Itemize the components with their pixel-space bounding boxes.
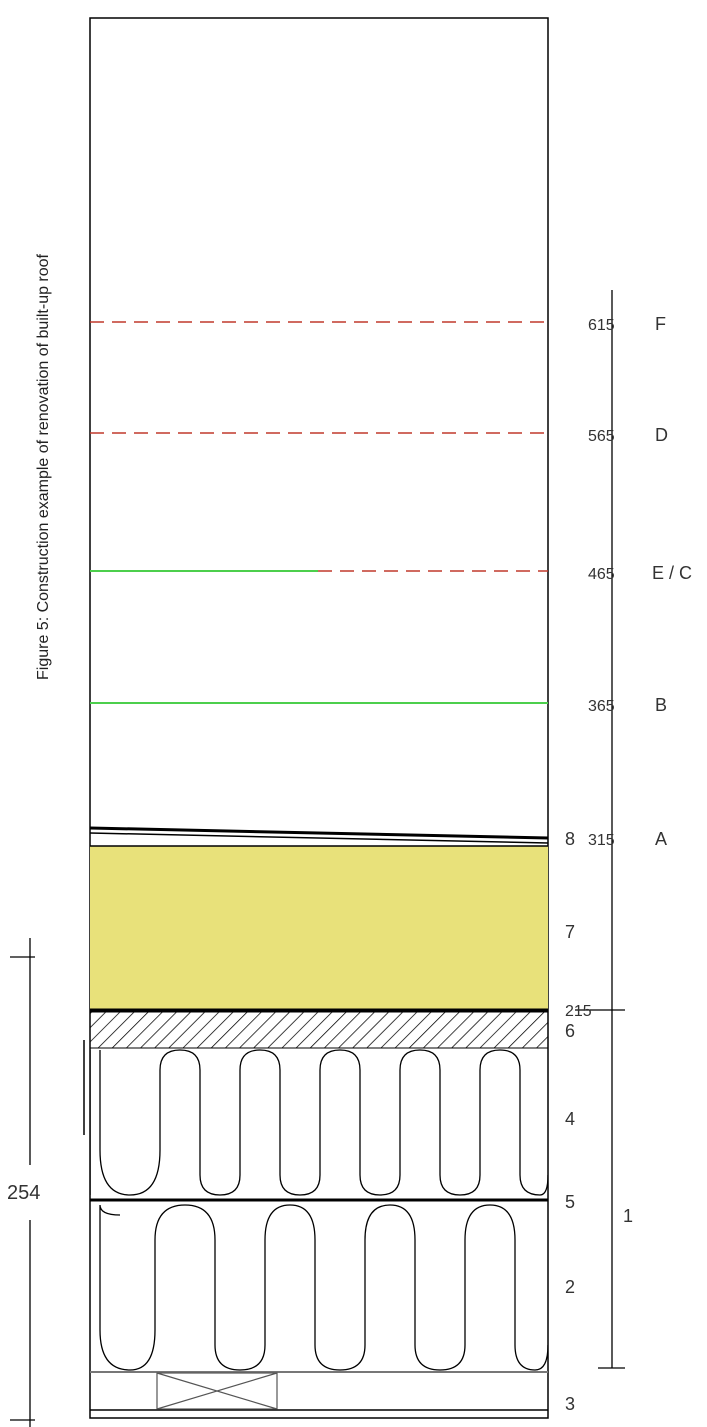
- elevation-label-ec: 465: [588, 566, 615, 583]
- level-letter-f: F: [655, 314, 666, 334]
- elevation-label-d: 565: [588, 428, 615, 445]
- elevation-label-f: 615: [588, 317, 615, 334]
- layer-number-6: 6: [565, 1021, 575, 1041]
- level-letter-ec: E / C: [652, 563, 692, 583]
- level-letter-d: D: [655, 425, 668, 445]
- elevation-label-215: 215: [565, 1003, 592, 1020]
- layer-number-4: 4: [565, 1109, 575, 1129]
- insulation-layer-7: [90, 846, 548, 1010]
- elevation-label-b: 365: [588, 698, 615, 715]
- batten-cross-diag2: [156, 1372, 278, 1410]
- level-letter-a: A: [655, 829, 667, 849]
- batten-cross: [156, 1372, 278, 1410]
- layer-number-8: 8: [565, 829, 575, 849]
- membrane-layer-8: [89, 826, 549, 840]
- membrane-layer-8b: [89, 832, 549, 844]
- layer-number-2: 2: [565, 1277, 575, 1297]
- mineral-wool-layer-4: [90, 1049, 548, 1196]
- elevation-label-a: 315: [588, 832, 615, 849]
- level-letter-b: B: [655, 695, 667, 715]
- mineral-wool-layer-2: [99, 1204, 548, 1371]
- layer-number-5: 5: [565, 1192, 575, 1212]
- layer-number-3: 3: [565, 1394, 575, 1414]
- dimension-value: 254: [7, 1182, 40, 1204]
- layer-number-1: 1: [623, 1206, 633, 1226]
- section-frame: [89, 17, 549, 1419]
- hatched-layer-6: [89, 1011, 549, 1049]
- layer-number-7: 7: [565, 922, 575, 942]
